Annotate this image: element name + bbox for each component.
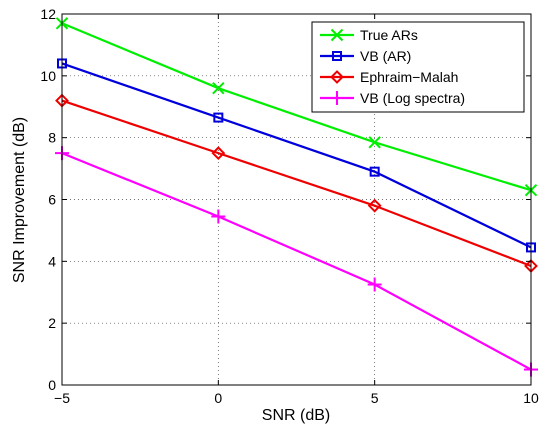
data-point [369, 166, 380, 177]
legend-entry: VB (Log spectra) [320, 90, 465, 106]
data-point [368, 136, 381, 149]
x-axis-label: SNR (dB) [262, 407, 330, 424]
legend-marker [330, 91, 344, 105]
legend-marker [330, 28, 344, 42]
y-tick-label: 0 [48, 377, 56, 393]
y-tick-label: 2 [48, 315, 56, 331]
x-tick-label: 0 [214, 390, 222, 406]
legend-label: True ARs [360, 27, 418, 43]
legend-entry: Ephraim−Malah [320, 69, 458, 85]
data-point [212, 81, 225, 95]
legend-entry: True ARs [320, 27, 418, 43]
legend-label: Ephraim−Malah [360, 69, 458, 85]
data-point [211, 146, 226, 161]
x-tick-label: 10 [523, 390, 539, 406]
series-line [61, 152, 532, 371]
legend-marker [330, 70, 344, 84]
x-tick-label: 5 [371, 390, 379, 406]
y-tick-label: 10 [40, 68, 56, 84]
y-axis-label: SNR Improvement (dB) [11, 117, 28, 283]
legend: True ARs VB (AR) Ephraim−Malah VB (Log spec… [311, 21, 525, 113]
series-line [61, 62, 532, 249]
data-point [367, 277, 382, 292]
data-point [213, 112, 224, 123]
data-point [211, 209, 226, 224]
legend-label: VB (Log spectra) [360, 90, 465, 106]
y-tick-label: 8 [48, 130, 56, 146]
data-point [367, 198, 382, 213]
series-line [61, 22, 532, 192]
legend-marker [332, 51, 342, 61]
x-tick-label: −5 [54, 390, 70, 406]
series-line [61, 99, 532, 267]
legend-label: VB (AR) [360, 48, 411, 64]
y-tick-label: 4 [48, 253, 56, 269]
legend-entry: VB (AR) [320, 48, 411, 64]
y-tick-label: 6 [48, 192, 56, 208]
y-tick-label: 12 [40, 6, 56, 22]
